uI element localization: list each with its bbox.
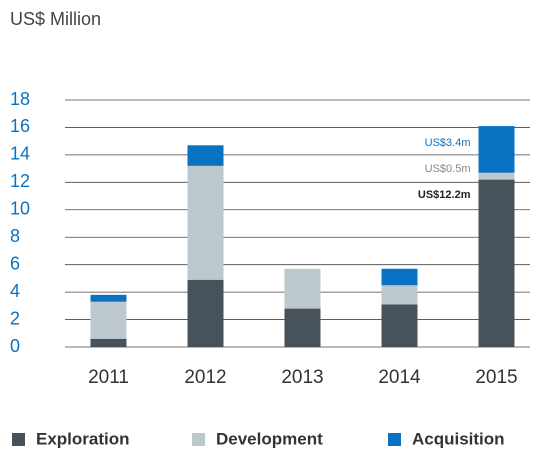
y-tick-label: 14 bbox=[10, 144, 30, 164]
x-tick-label: 2012 bbox=[184, 367, 226, 388]
bar-segment bbox=[187, 279, 224, 347]
bar-segment bbox=[90, 338, 127, 347]
y-tick-label: 4 bbox=[10, 281, 20, 301]
bar-segment bbox=[187, 165, 224, 280]
legend-label: Acquisition bbox=[412, 429, 505, 448]
y-tick-label: 8 bbox=[10, 226, 20, 246]
y-tick-label: 16 bbox=[10, 116, 30, 136]
legend-swatch bbox=[192, 433, 205, 446]
y-tick-label: 6 bbox=[10, 253, 20, 273]
chart-subtitle: US$ Million bbox=[10, 9, 101, 29]
legend-label: Development bbox=[216, 429, 323, 448]
x-tick-label: 2013 bbox=[281, 367, 323, 388]
x-tick-label: 2015 bbox=[475, 367, 517, 388]
legend-swatch bbox=[388, 433, 401, 446]
legend-swatch bbox=[12, 433, 25, 446]
y-tick-label: 2 bbox=[10, 308, 20, 328]
bar-segment bbox=[90, 301, 127, 339]
y-tick-label: 0 bbox=[10, 336, 20, 356]
bar-segment bbox=[478, 179, 515, 347]
value-label: US$3.4m bbox=[425, 137, 471, 149]
bar-segment bbox=[381, 285, 418, 305]
legend-label: Exploration bbox=[36, 429, 130, 448]
value-label: US$12.2m bbox=[418, 189, 471, 201]
bar-segment bbox=[381, 304, 418, 347]
y-tick-label: 18 bbox=[10, 89, 30, 109]
x-tick-label: 2014 bbox=[378, 367, 421, 388]
bar-segment bbox=[90, 294, 127, 302]
bar-segment bbox=[381, 268, 418, 286]
bar-segment bbox=[284, 268, 321, 309]
bar-segment bbox=[478, 172, 515, 180]
y-tick-label: 12 bbox=[10, 171, 30, 191]
bar-segment bbox=[478, 126, 515, 173]
x-tick-label: 2011 bbox=[88, 367, 129, 388]
y-tick-label: 10 bbox=[10, 199, 30, 219]
bar-segment bbox=[187, 145, 224, 166]
value-label: US$0.5m bbox=[425, 163, 471, 175]
bar-segment bbox=[284, 308, 321, 347]
